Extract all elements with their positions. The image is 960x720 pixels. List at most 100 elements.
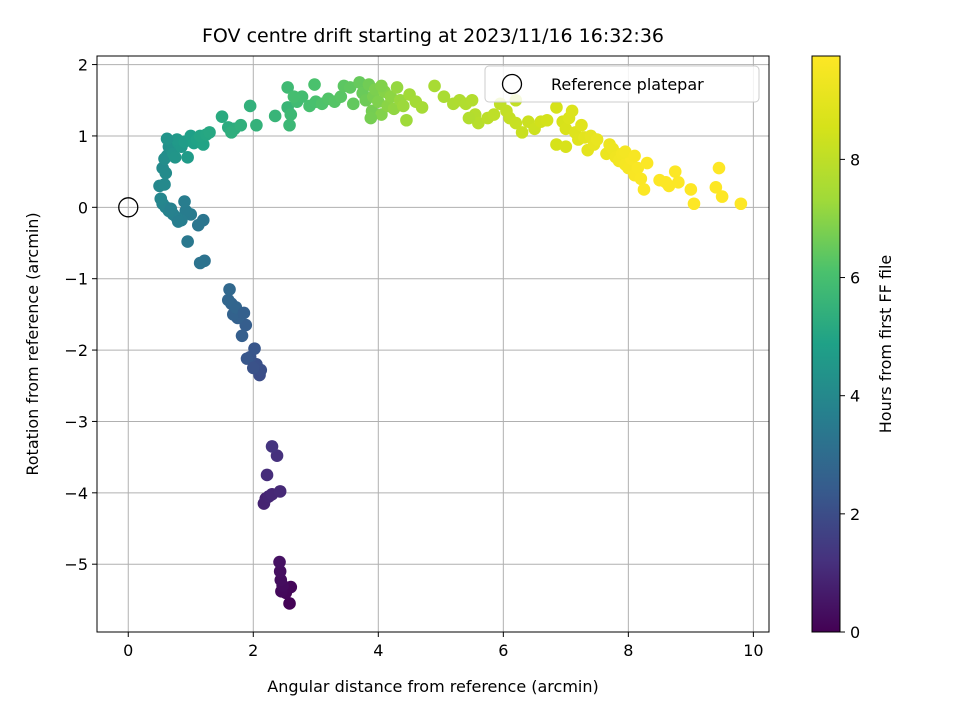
x-tick-label: 10	[743, 641, 763, 660]
data-point	[565, 104, 579, 118]
data-point	[400, 113, 413, 127]
data-point	[397, 99, 410, 113]
data-point	[334, 90, 348, 103]
x-tick-label: 2	[248, 641, 258, 660]
legend-marker	[501, 73, 523, 95]
data-point	[550, 101, 563, 114]
y-tick-label: 2	[78, 56, 88, 75]
data-point	[215, 110, 229, 123]
data-point	[250, 118, 263, 132]
y-tick-label: 0	[78, 198, 88, 217]
data-point	[221, 293, 235, 307]
y-tick-label: −4	[64, 484, 88, 503]
data-point	[181, 151, 194, 164]
data-point	[509, 116, 523, 130]
colorbar-tick-label: 4	[850, 387, 860, 406]
colorbar-label: Hours from first FF file	[876, 255, 895, 434]
data-point	[248, 342, 261, 355]
data-point	[191, 218, 205, 232]
data-point	[268, 109, 282, 123]
data-point	[168, 151, 182, 164]
data-point	[428, 79, 441, 93]
data-point	[281, 81, 294, 94]
x-axis-label: Angular distance from reference (arcmin)	[267, 677, 598, 696]
x-tick-label: 6	[498, 641, 508, 660]
data-point	[265, 440, 279, 453]
data-point	[684, 183, 698, 196]
reference-platepar-marker	[118, 197, 139, 218]
data-point	[559, 140, 573, 153]
data-point	[223, 283, 236, 296]
data-point	[164, 202, 178, 216]
y-axis-label: Rotation from reference (arcmin)	[23, 212, 42, 475]
data-point	[159, 166, 173, 180]
data-point	[618, 145, 632, 158]
x-tick-label: 4	[373, 641, 383, 660]
data-point	[637, 183, 651, 196]
data-point	[590, 133, 604, 146]
data-point	[203, 126, 216, 139]
data-point	[154, 192, 168, 206]
data-point	[515, 126, 529, 139]
data-point	[634, 172, 648, 186]
y-tick-label: −1	[64, 270, 88, 289]
data-point	[343, 81, 357, 94]
data-point	[246, 361, 260, 375]
data-point	[240, 352, 254, 365]
chart-title: FOV centre drift starting at 2023/11/16 …	[202, 25, 664, 47]
data-point	[239, 318, 253, 332]
x-axis-ticks: 0 2 4 6 8 10	[123, 632, 764, 660]
data-point	[158, 178, 171, 191]
legend: Reference platepar	[484, 65, 760, 103]
scatter-points	[153, 76, 748, 610]
data-point	[631, 161, 645, 175]
data-point	[472, 116, 485, 130]
legend-box	[484, 65, 760, 103]
colorbar-tick-label: 6	[850, 269, 860, 288]
x-tick-label: 8	[623, 641, 633, 660]
data-point	[415, 101, 429, 114]
data-point	[273, 565, 287, 578]
data-point	[672, 176, 685, 189]
data-point	[234, 118, 248, 132]
data-point	[575, 118, 588, 132]
x-tick-label: 0	[123, 641, 133, 660]
data-point	[687, 197, 701, 211]
data-point	[270, 449, 284, 463]
legend-entry-reference-platepar: Reference platepar	[551, 75, 704, 94]
data-point	[715, 190, 729, 203]
colorbar-tick-label: 8	[850, 150, 860, 169]
data-point	[437, 90, 451, 103]
data-point	[734, 197, 748, 211]
data-point	[465, 93, 479, 107]
data-point	[372, 95, 385, 108]
data-point	[243, 99, 257, 113]
colorbar-ticks: 0 2 4 6 8	[840, 150, 860, 642]
y-tick-label: −3	[64, 412, 88, 431]
colorbar-tick-label: 2	[850, 505, 860, 524]
data-point	[160, 132, 174, 146]
data-point	[462, 111, 476, 125]
colorbar-tick-label: 0	[850, 623, 860, 642]
data-point	[487, 108, 501, 121]
colorbar: 0 2 4 6 8 Hours from first FF file	[811, 55, 895, 642]
data-point	[193, 256, 207, 270]
data-point	[712, 161, 726, 175]
data-point	[260, 468, 274, 482]
data-point	[178, 195, 191, 208]
plot-frame	[96, 55, 770, 633]
data-point	[550, 138, 563, 151]
data-point	[364, 111, 378, 125]
data-point	[181, 235, 194, 248]
data-point	[283, 118, 296, 132]
data-point	[640, 156, 654, 170]
data-point	[273, 485, 287, 498]
data-point	[375, 79, 388, 93]
grid-lines	[97, 56, 769, 632]
data-point	[628, 149, 641, 163]
colorbar-gradient	[811, 55, 841, 633]
data-point	[390, 81, 404, 94]
data-point	[283, 597, 296, 610]
data-point	[237, 306, 251, 320]
